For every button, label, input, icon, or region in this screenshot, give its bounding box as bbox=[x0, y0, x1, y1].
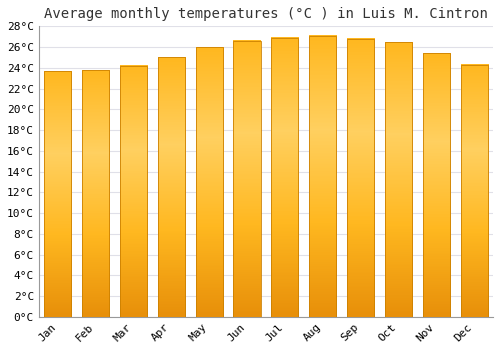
Bar bbox=[120, 66, 147, 317]
Bar bbox=[234, 41, 260, 317]
Bar bbox=[385, 42, 412, 317]
Bar bbox=[44, 71, 72, 317]
Bar bbox=[82, 70, 109, 317]
Bar bbox=[460, 65, 488, 317]
Bar bbox=[422, 53, 450, 317]
Bar bbox=[271, 38, 298, 317]
Title: Average monthly temperatures (°C ) in Luis M. Cintron: Average monthly temperatures (°C ) in Lu… bbox=[44, 7, 488, 21]
Bar bbox=[347, 39, 374, 317]
Bar bbox=[309, 36, 336, 317]
Bar bbox=[158, 57, 185, 317]
Bar bbox=[196, 47, 223, 317]
